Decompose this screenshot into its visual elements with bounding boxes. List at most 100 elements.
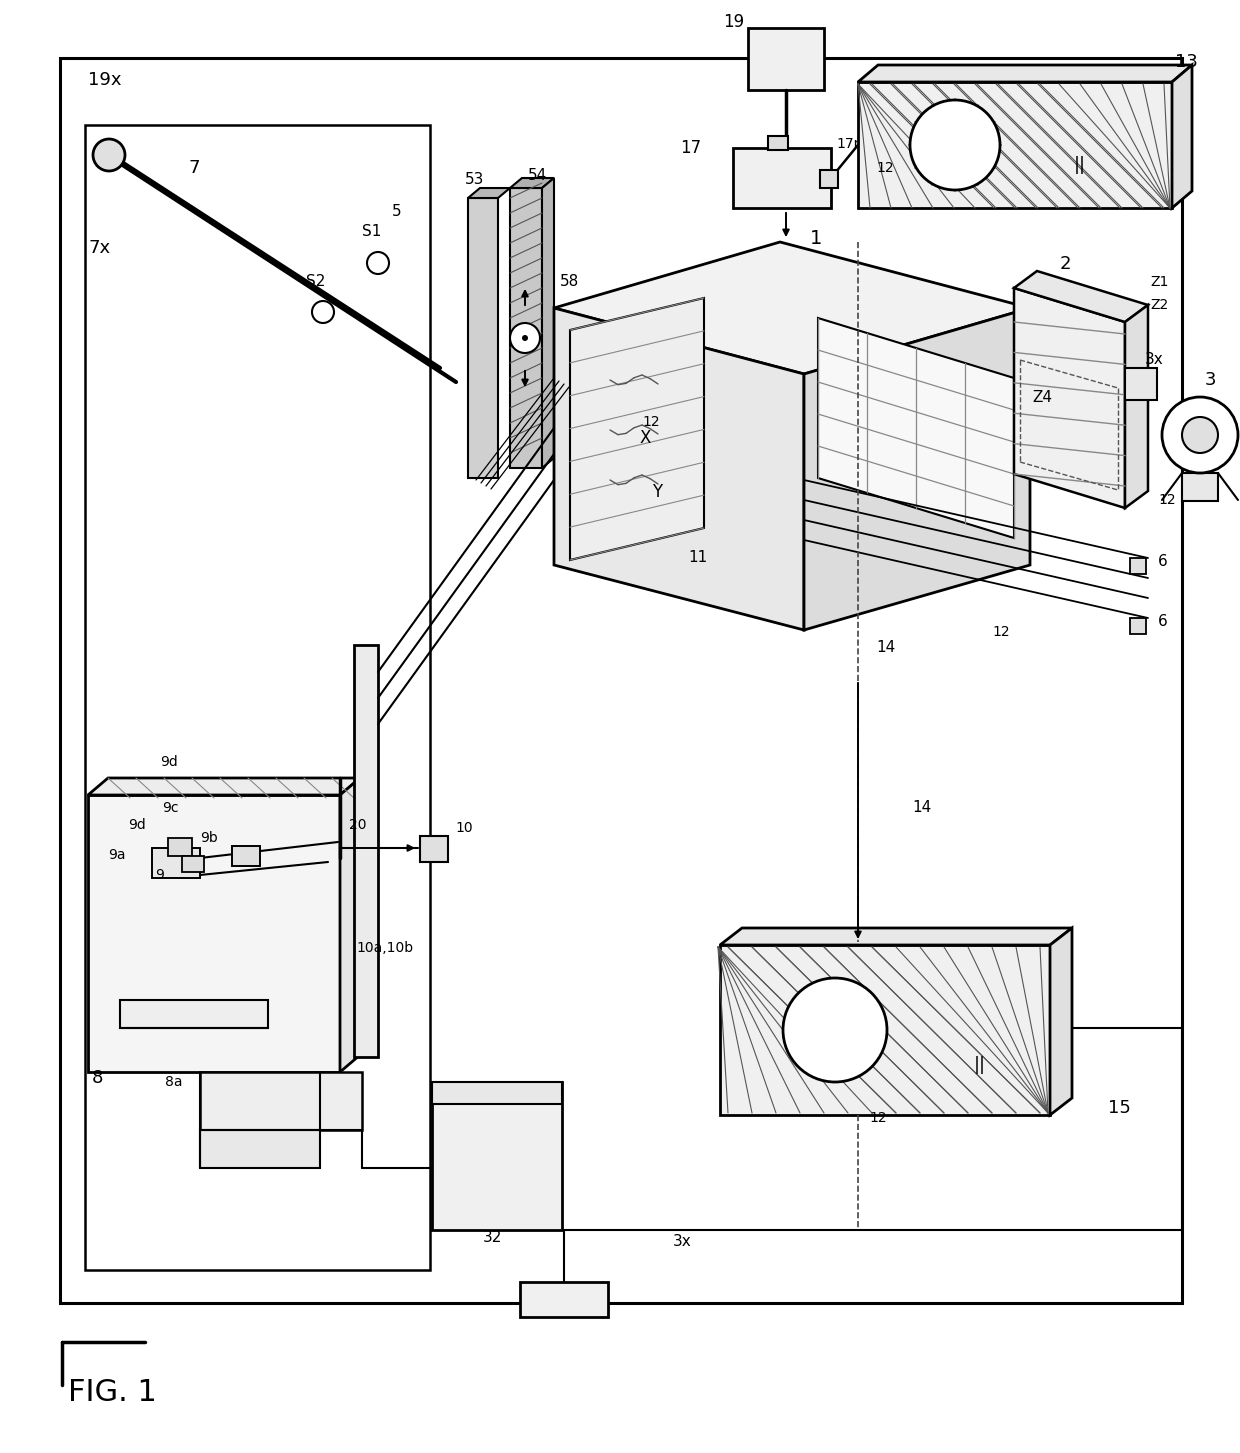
Circle shape <box>1182 417 1218 453</box>
Polygon shape <box>1125 305 1148 509</box>
Text: 3: 3 <box>1205 371 1216 389</box>
Text: 5: 5 <box>392 205 402 219</box>
Text: 9b: 9b <box>200 831 218 846</box>
Bar <box>182 856 205 872</box>
Polygon shape <box>542 179 554 468</box>
Polygon shape <box>720 928 1073 944</box>
Text: 53: 53 <box>465 173 485 187</box>
Text: 8a: 8a <box>165 1075 182 1088</box>
Polygon shape <box>554 243 1030 373</box>
Text: 12: 12 <box>992 625 1009 639</box>
Text: 12: 12 <box>642 416 660 429</box>
Polygon shape <box>510 179 554 187</box>
Text: 3x: 3x <box>672 1235 692 1250</box>
Text: 19: 19 <box>723 13 744 31</box>
Text: 14: 14 <box>911 801 931 815</box>
Bar <box>200 1130 320 1168</box>
Polygon shape <box>510 187 542 468</box>
Text: 54: 54 <box>528 167 547 183</box>
Bar <box>1130 558 1146 574</box>
Text: 17: 17 <box>680 139 701 157</box>
Text: 12: 12 <box>1158 493 1176 507</box>
Text: Z1: Z1 <box>1149 275 1168 289</box>
Text: 9a: 9a <box>108 849 125 862</box>
Text: ||: || <box>973 1056 986 1074</box>
Text: Z2: Z2 <box>1149 298 1168 312</box>
Bar <box>1130 618 1146 634</box>
Text: 6: 6 <box>1158 615 1168 629</box>
Circle shape <box>1162 397 1238 474</box>
Text: 32: 32 <box>482 1231 502 1245</box>
Polygon shape <box>720 944 1050 1114</box>
Circle shape <box>93 139 125 171</box>
Bar <box>748 28 825 90</box>
Text: Y: Y <box>652 482 662 501</box>
Text: S2: S2 <box>306 275 325 289</box>
Text: 6: 6 <box>1158 555 1168 570</box>
Text: 7x: 7x <box>88 238 110 257</box>
Bar <box>733 148 831 208</box>
Bar <box>1182 474 1218 501</box>
Text: 9c: 9c <box>162 801 179 815</box>
Text: S1: S1 <box>362 225 382 240</box>
Text: 9: 9 <box>155 867 164 882</box>
Polygon shape <box>467 187 510 198</box>
Polygon shape <box>554 308 804 631</box>
Bar <box>60 58 1182 1303</box>
Polygon shape <box>88 777 360 795</box>
Bar <box>432 1082 562 1104</box>
Text: 13: 13 <box>1176 52 1198 71</box>
Polygon shape <box>858 65 1192 81</box>
Bar <box>820 170 838 187</box>
Text: 12: 12 <box>875 161 894 174</box>
Text: 15: 15 <box>1109 1098 1131 1117</box>
Text: X: X <box>640 429 651 448</box>
Text: 14: 14 <box>875 641 895 655</box>
Polygon shape <box>1050 928 1073 1114</box>
Text: 1: 1 <box>810 228 822 247</box>
Polygon shape <box>804 308 1030 631</box>
Polygon shape <box>340 777 360 1072</box>
Text: 10a,10b: 10a,10b <box>356 942 414 955</box>
Bar <box>120 1000 268 1029</box>
Circle shape <box>522 336 528 341</box>
Circle shape <box>510 323 539 353</box>
Text: 8: 8 <box>92 1069 103 1087</box>
Bar <box>200 1072 362 1130</box>
Text: 17r: 17r <box>836 137 859 151</box>
Polygon shape <box>88 795 340 1072</box>
Text: 2: 2 <box>1060 254 1071 273</box>
Text: 3x: 3x <box>1145 353 1164 368</box>
Circle shape <box>910 100 999 190</box>
Bar <box>86 125 430 1270</box>
Polygon shape <box>1172 65 1192 208</box>
Polygon shape <box>1014 288 1125 509</box>
Polygon shape <box>818 318 1014 538</box>
Text: 7: 7 <box>188 158 200 177</box>
Text: 11: 11 <box>688 551 707 565</box>
Bar <box>432 1082 562 1231</box>
Text: 9d: 9d <box>128 818 146 833</box>
Bar <box>520 1282 608 1316</box>
Bar <box>153 849 200 878</box>
Text: FIG. 1: FIG. 1 <box>68 1377 157 1407</box>
Polygon shape <box>858 81 1172 208</box>
Text: 20: 20 <box>350 818 367 833</box>
Text: Z4: Z4 <box>1032 391 1052 405</box>
Text: 58: 58 <box>560 275 579 289</box>
Polygon shape <box>1014 272 1148 323</box>
Polygon shape <box>467 198 498 478</box>
Circle shape <box>367 251 389 275</box>
Text: 12: 12 <box>869 1112 887 1125</box>
Bar <box>420 835 448 862</box>
Circle shape <box>782 978 887 1082</box>
Polygon shape <box>570 298 704 559</box>
Text: 10: 10 <box>455 821 472 835</box>
Bar <box>353 645 378 1056</box>
Bar <box>232 846 260 866</box>
Bar <box>1125 368 1157 400</box>
Bar <box>167 838 192 856</box>
Text: 9d: 9d <box>160 756 177 769</box>
Circle shape <box>312 301 334 323</box>
Text: 19x: 19x <box>88 71 122 89</box>
